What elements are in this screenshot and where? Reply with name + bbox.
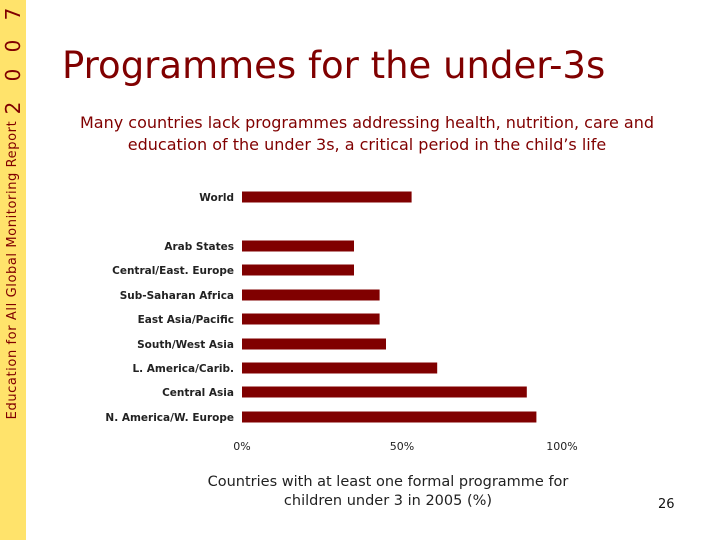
bar [242, 240, 354, 252]
category-label: East Asia/Pacific [138, 314, 234, 326]
category-label: L. America/Carib. [132, 363, 234, 375]
bar [242, 338, 386, 350]
bar [242, 411, 537, 423]
chart-footnote: Countries with at least one formal progr… [207, 474, 569, 509]
bar [242, 191, 412, 203]
bar [242, 264, 354, 276]
page-number: 26 [658, 497, 675, 512]
bar [242, 386, 527, 398]
bar [242, 289, 380, 301]
bar [242, 362, 438, 374]
x-tick-label: 50% [390, 440, 414, 453]
x-tick-label: 0% [233, 440, 250, 453]
category-label: South/West Asia [137, 339, 234, 351]
slide-subtitle: Many countries lack programmes addressin… [79, 113, 655, 154]
bar [242, 313, 380, 325]
sidebar: Education for All Global Monitoring Repo… [0, 0, 26, 540]
category-label: Central/East. Europe [112, 265, 234, 277]
x-tick-label: 100% [546, 440, 577, 453]
category-label: Sub-Saharan Africa [120, 290, 234, 302]
category-label: N. America/W. Europe [105, 412, 234, 424]
category-label: Arab States [164, 241, 234, 253]
category-label: Central Asia [162, 387, 234, 399]
category-label: World [199, 192, 234, 204]
slide-title: Programmes for the under-3s [62, 44, 606, 87]
